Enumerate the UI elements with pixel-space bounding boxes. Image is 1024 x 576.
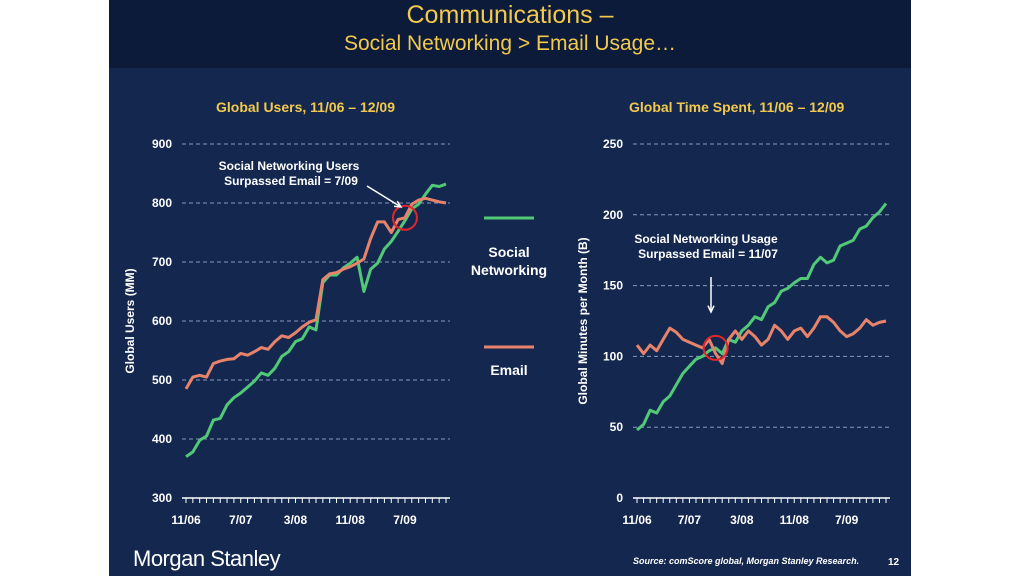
legend-email-line1: Email — [490, 362, 528, 378]
legend-label-email: Email — [455, 361, 563, 379]
slide-title: Communications – — [406, 1, 614, 29]
x-tick-label: 11/08 — [780, 513, 810, 527]
y-tick-label: 250 — [603, 137, 623, 151]
annotation-line-1: Social Networking Usage — [634, 232, 778, 246]
y-tick-label: 0 — [616, 491, 623, 505]
series-line-social-networking — [185, 182, 447, 458]
y-tick-label: 300 — [152, 491, 172, 505]
slide-subtitle: Social Networking > Email Usage… — [343, 32, 677, 55]
source-note: Source: comScore global, Morgan Stanley … — [633, 556, 860, 566]
y-tick-label: 800 — [152, 196, 172, 210]
annotation-line-2: Surpassed Email = 7/09 — [224, 174, 358, 188]
chart-1-title: Global Users, 11/06 – 12/09 — [216, 99, 396, 115]
crossover-marker — [391, 204, 418, 231]
series-line-email — [635, 315, 887, 365]
chart-2-title: Global Time Spent, 11/06 – 12/09 — [629, 99, 845, 115]
x-tick-label: 3/08 — [284, 513, 308, 527]
y-tick-label: 200 — [603, 208, 623, 222]
legend-social-line1: Social — [488, 244, 530, 260]
x-tick-label: 11/06 — [171, 513, 201, 527]
y-tick-label: 400 — [152, 432, 172, 446]
annotation-arrowhead — [707, 305, 715, 314]
series-line-social-networking — [636, 202, 888, 432]
title-bar: Communications – Social Networking > Ema… — [109, 0, 911, 68]
x-tick-label: 11/06 — [622, 513, 652, 527]
y-tick-label: 150 — [603, 279, 623, 293]
annotation-line-2: Surpassed Email = 11/07 — [638, 247, 778, 261]
legend-label-social: Social Networking — [455, 243, 563, 279]
legend-social-line2: Networking — [470, 262, 548, 278]
x-tick-label: 7/07 — [678, 513, 702, 527]
chart-2: 0 50 100 150 200 250 11/06 7/07 3/08 11/08 7/09 Glo… — [576, 137, 890, 527]
y-axis-label: Global Minutes per Month (B) — [576, 237, 590, 404]
annotation-arrow — [366, 185, 402, 208]
x-tick-label: 3/08 — [730, 513, 754, 527]
y-tick-label: 900 — [152, 137, 172, 151]
y-axis-label: Global Users (MM) — [123, 268, 137, 373]
y-tick-label: 500 — [152, 373, 172, 387]
x-tick-label: 7/09 — [393, 513, 417, 527]
x-tick-label: 7/09 — [835, 513, 859, 527]
page-number: 12 — [888, 557, 900, 568]
annotation-arrowhead — [393, 200, 403, 208]
y-tick-label: 50 — [610, 420, 624, 434]
y-tick-label: 700 — [152, 255, 172, 269]
y-tick-label: 600 — [152, 314, 172, 328]
chart-1: 300 400 500 600 700 800 900 11/06 7/07 3/08 11/08 7… — [123, 137, 450, 527]
x-tick-label: 11/08 — [336, 513, 366, 527]
morgan-stanley-logo: Morgan Stanley — [133, 546, 281, 571]
y-tick-label: 100 — [603, 349, 623, 363]
slide: Communications – Social Networking > Ema… — [109, 0, 911, 576]
series-line-email — [184, 196, 447, 390]
crossover-marker — [702, 334, 729, 361]
x-tick-label: 7/07 — [229, 513, 253, 527]
annotation-line-1: Social Networking Users — [219, 159, 360, 173]
